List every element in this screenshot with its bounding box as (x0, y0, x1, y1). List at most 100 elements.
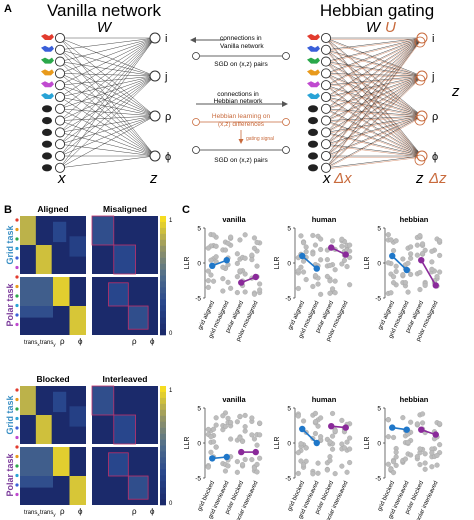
mean-point (432, 282, 439, 289)
vanilla-output-label: ρ (165, 111, 171, 123)
hebbian-output-label: ϕ (432, 151, 438, 163)
bottom-x-tick: ρ (60, 507, 65, 516)
hebbian-hebbian-connection (325, 76, 423, 99)
participant-dot (414, 242, 420, 248)
participant-dot (249, 252, 255, 258)
top-colorbar-segment (160, 317, 166, 324)
participant-dot (429, 259, 435, 265)
bottom-row-dot (15, 492, 19, 497)
hebbian-input-node (320, 103, 332, 114)
participant-dot (332, 290, 338, 296)
participant-dot (390, 248, 397, 254)
mean-point (418, 426, 425, 433)
hebbian-output-node-echo (414, 154, 426, 166)
bottom-row-dot (15, 397, 19, 402)
participant-dot (385, 232, 391, 238)
mean-point (403, 266, 410, 274)
bottom-colorbar-segment (160, 427, 166, 434)
participant-dot (222, 247, 229, 253)
participant-dot (315, 470, 321, 476)
participant-dot (242, 271, 248, 277)
participant-dot (208, 449, 214, 455)
hebbian-connection (325, 37, 423, 168)
participant-dot (298, 458, 304, 464)
top-row-dot (15, 265, 19, 270)
vanilla-connection (59, 37, 156, 168)
bottom-grid-right (91, 385, 158, 445)
participant-dot (257, 432, 263, 438)
colored-object-icon (41, 69, 54, 76)
participant-dot (408, 419, 414, 425)
hebbian-hebbian-connection (325, 116, 423, 158)
hebbian-output-node (416, 110, 428, 122)
chart-y-tick-label: 0 (197, 261, 201, 268)
hebbian-hebbian-connection (325, 156, 423, 170)
hebbian-hebbian-connection (325, 50, 423, 118)
participant-dot (310, 232, 316, 239)
top-colorbar-segment (160, 239, 166, 247)
chart-title: vanilla (222, 395, 246, 404)
participant-dot (242, 456, 248, 463)
top-colorbar-segment (160, 257, 166, 264)
hebbian-title: Hebbian gating (320, 1, 434, 20)
participant-dot (437, 269, 443, 275)
hebbian-hebbian-connection (325, 38, 423, 78)
legend-hebbian-learning-line1: Hebbian learning on (212, 113, 271, 120)
vanilla-output-label: ϕ (165, 151, 171, 163)
participant-dot (339, 236, 345, 242)
participant-dot (237, 413, 243, 419)
bottom-x-tick: ϕ (78, 507, 83, 516)
top-col-title-1: Aligned (37, 204, 68, 214)
participant-dot (393, 263, 399, 269)
bottom-row-dot (15, 445, 19, 449)
participant-dot (242, 412, 248, 418)
panel-c-letter: C (182, 204, 190, 216)
top-polar-right-cell (108, 282, 129, 307)
participant-dot (249, 432, 255, 438)
participant-dot (249, 457, 255, 463)
chart-ylabel: LLR (274, 257, 281, 270)
participant-dot (208, 257, 214, 263)
vanilla-connection (59, 75, 156, 157)
hebbian-network: i j ρ ϕ (307, 32, 438, 173)
participant-dot (315, 423, 321, 429)
vanilla-connection (59, 37, 156, 157)
mean-point (238, 279, 245, 286)
top-colorbar-tick-max: 1 (169, 218, 173, 224)
participant-dot (251, 235, 258, 241)
mean-point (342, 251, 349, 258)
participant-dot (327, 278, 333, 284)
bottom-polar-right-cell (127, 475, 149, 500)
top-x-tick: transy (40, 340, 56, 347)
participant-dot (220, 264, 226, 270)
hebbian-output-label: j (431, 71, 434, 83)
mean-point (313, 265, 320, 272)
top-x-tick: ρ (60, 337, 65, 346)
participant-dot (402, 280, 409, 286)
hebbian-hebbian-connection (325, 77, 423, 170)
hebbian-connection (325, 37, 423, 51)
hebbian-hebbian-connection (325, 39, 423, 118)
participant-dot (205, 278, 211, 284)
bottom-x-tick-sub: x (37, 512, 40, 517)
vanilla-connection (59, 37, 156, 86)
legend-hebbian-connections-2: Hebbian network (214, 98, 264, 105)
hebbian-input-node (320, 162, 332, 173)
chart-y-tick-label: 0 (377, 261, 381, 268)
mean-point (209, 262, 216, 269)
vanilla-connection (59, 96, 156, 117)
vanilla-connection (59, 49, 156, 117)
top-colorbar-tick-min: 0 (169, 331, 173, 337)
participant-dot (339, 261, 345, 267)
vanilla-network: i j ρ ϕ (41, 32, 171, 173)
hebbian-connection (325, 37, 423, 145)
bottom-colorbar-tick-min: 0 (169, 501, 173, 507)
hebbian-output-node (416, 70, 428, 82)
bottom-colorbar-segment (160, 445, 166, 452)
legend-hebbian-connections-1: connections in (217, 91, 259, 98)
bottom-colorbar-segment (160, 386, 166, 393)
vanilla-output-label: i (165, 33, 167, 45)
top-grid-left (20, 216, 86, 274)
